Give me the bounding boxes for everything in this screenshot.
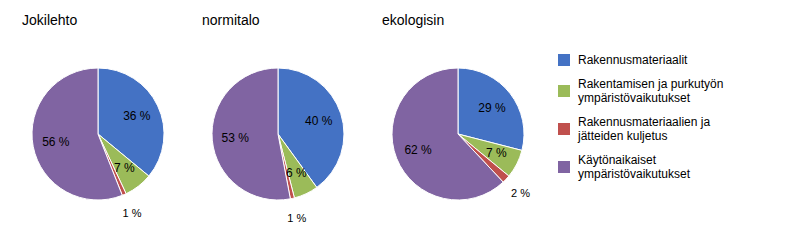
- html-text:normitalo: normitalo: [202, 12, 260, 28]
- svg-text:29 %: 29 %: [478, 101, 506, 115]
- svg-text:2 %: 2 %: [511, 187, 530, 199]
- svg-text:1 %: 1 %: [287, 212, 306, 224]
- html-text:Käytönaikaiset ympäristövaikut: Käytönaikaiset ympäristövaikutukset: [578, 153, 690, 181]
- html-text:Rakennusmateriaalien ja jättei: Rakennusmateriaalien ja jätteiden kuljet…: [578, 115, 711, 143]
- svg-text:7 %: 7 %: [114, 161, 135, 175]
- svg-text:36 %: 36 %: [123, 109, 151, 123]
- svg-text:6 %: 6 %: [286, 166, 307, 180]
- svg-text:40 %: 40 %: [305, 114, 333, 128]
- html-text:Jokilehto: Jokilehto: [22, 12, 78, 28]
- svg-text:7 %: 7 %: [486, 146, 507, 160]
- svg-text:62 %: 62 %: [404, 143, 432, 157]
- svg-text:56 %: 56 %: [42, 135, 70, 149]
- html-text:Rakennusmateriaalit: Rakennusmateriaalit: [578, 53, 688, 67]
- html-text:Rakentamisen ja purkutyön ympä: Rakentamisen ja purkutyön ympäristövaiku…: [578, 77, 724, 105]
- svg-text:53 %: 53 %: [222, 131, 250, 145]
- svg-text:1 %: 1 %: [123, 207, 142, 219]
- html-text:ekologisin: ekologisin: [382, 12, 445, 28]
